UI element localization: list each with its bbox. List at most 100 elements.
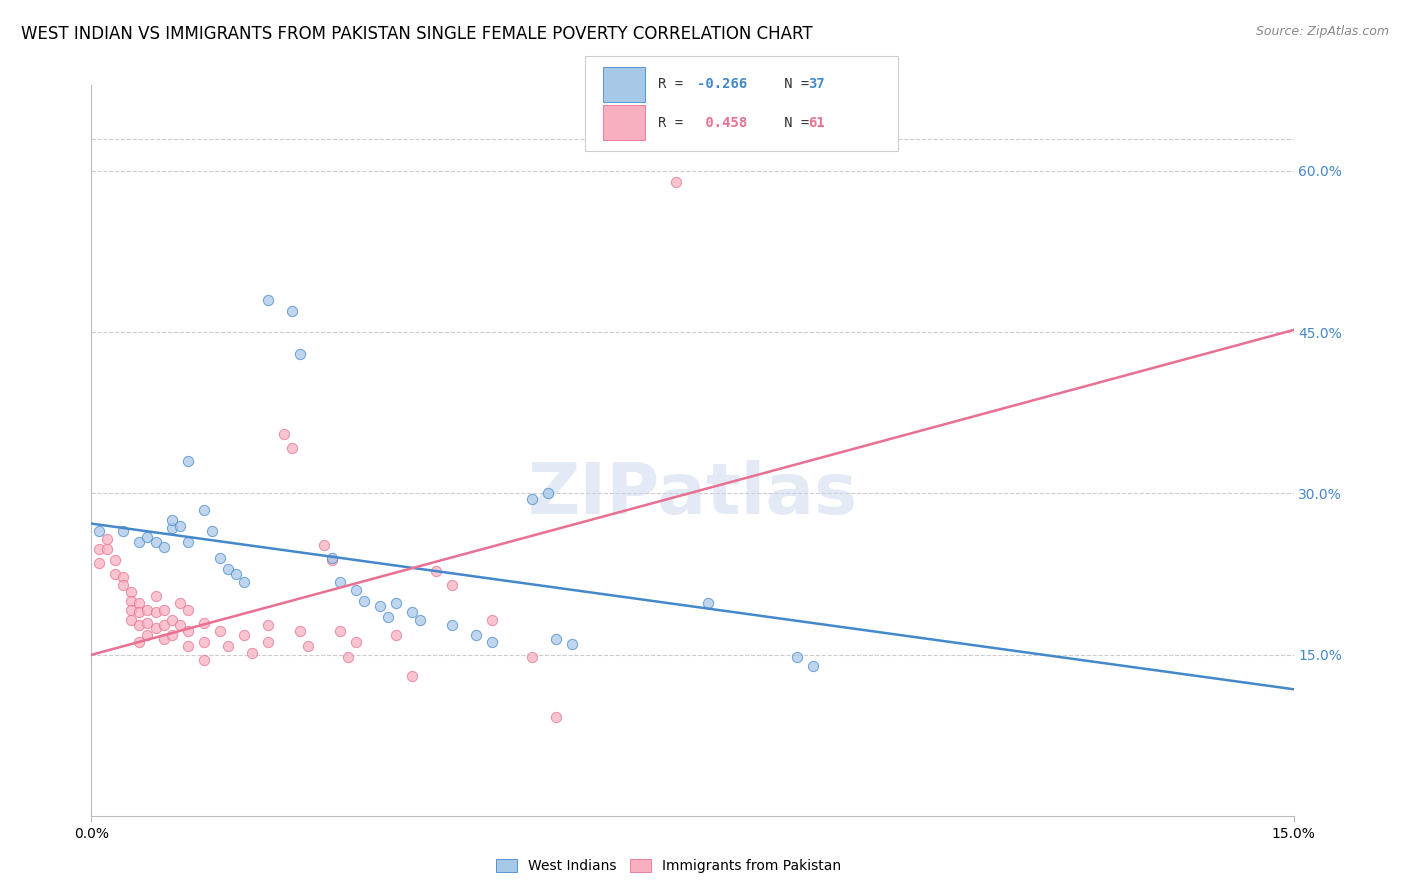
Point: [401, 605, 423, 619]
Point: [786, 650, 808, 665]
Point: [409, 614, 432, 628]
Point: [121, 614, 143, 628]
Point: [217, 639, 239, 653]
Point: [193, 653, 215, 667]
Text: Source: ZipAtlas.com: Source: ZipAtlas.com: [1256, 25, 1389, 38]
Point: [546, 710, 568, 724]
Point: [96, 542, 118, 557]
Point: [96, 532, 118, 546]
Text: WEST INDIAN VS IMMIGRANTS FROM PAKISTAN SINGLE FEMALE POVERTY CORRELATION CHART: WEST INDIAN VS IMMIGRANTS FROM PAKISTAN …: [21, 25, 813, 43]
Point: [368, 599, 391, 614]
Point: [353, 594, 375, 608]
Point: [440, 617, 463, 632]
Point: [537, 486, 560, 500]
Point: [312, 538, 335, 552]
Point: [160, 521, 183, 535]
Point: [281, 442, 304, 456]
Point: [112, 578, 135, 592]
Point: [136, 529, 159, 543]
Point: [104, 567, 127, 582]
Point: [256, 293, 278, 307]
Point: [225, 567, 247, 582]
Point: [128, 596, 150, 610]
Point: [169, 617, 191, 632]
Point: [121, 602, 143, 616]
Point: [128, 635, 150, 649]
Point: [160, 614, 183, 628]
Point: [481, 614, 503, 628]
Point: [208, 551, 231, 566]
Point: [232, 628, 254, 642]
Point: [128, 617, 150, 632]
Point: [112, 524, 135, 538]
Text: 37: 37: [808, 78, 825, 91]
Point: [232, 574, 254, 589]
Point: [273, 427, 295, 442]
Point: [546, 632, 568, 646]
Point: [208, 624, 231, 639]
Point: [440, 578, 463, 592]
Legend: West Indians, Immigrants from Pakistan: West Indians, Immigrants from Pakistan: [491, 854, 846, 879]
Point: [145, 589, 167, 603]
Point: [385, 596, 408, 610]
Point: [344, 583, 367, 598]
Point: [665, 175, 688, 189]
Point: [112, 570, 135, 584]
Text: R =: R =: [658, 116, 692, 129]
Point: [288, 346, 311, 360]
Point: [321, 553, 343, 567]
Point: [329, 574, 352, 589]
Point: [128, 535, 150, 549]
Point: [145, 535, 167, 549]
Text: N =: N =: [759, 116, 818, 129]
Text: 61: 61: [808, 116, 825, 129]
Point: [152, 632, 174, 646]
Point: [256, 635, 278, 649]
Point: [344, 635, 367, 649]
Point: [136, 602, 159, 616]
Point: [176, 639, 198, 653]
Point: [697, 596, 720, 610]
Point: [385, 628, 408, 642]
Point: [160, 628, 183, 642]
Point: [176, 624, 198, 639]
Point: [321, 551, 343, 566]
Point: [217, 562, 239, 576]
Point: [401, 669, 423, 683]
Point: [152, 602, 174, 616]
Point: [801, 658, 824, 673]
Point: [145, 605, 167, 619]
Point: [256, 617, 278, 632]
Point: [89, 524, 111, 538]
Point: [169, 596, 191, 610]
Text: N =: N =: [759, 78, 818, 91]
Point: [176, 602, 198, 616]
Point: [145, 621, 167, 635]
Point: [193, 615, 215, 630]
Text: -0.266: -0.266: [697, 78, 748, 91]
Point: [136, 615, 159, 630]
Point: [176, 454, 198, 468]
Point: [377, 610, 399, 624]
Point: [169, 518, 191, 533]
Point: [481, 635, 503, 649]
Point: [121, 594, 143, 608]
Point: [425, 564, 447, 578]
Point: [152, 617, 174, 632]
Point: [160, 513, 183, 527]
Point: [128, 605, 150, 619]
Point: [240, 646, 263, 660]
Point: [193, 502, 215, 516]
Text: R =: R =: [658, 78, 692, 91]
Point: [152, 541, 174, 555]
Point: [121, 585, 143, 599]
Point: [89, 542, 111, 557]
Point: [281, 303, 304, 318]
Point: [136, 628, 159, 642]
Text: ZIPatlas: ZIPatlas: [527, 460, 858, 529]
Point: [297, 639, 319, 653]
Point: [522, 650, 544, 665]
Text: 0.458: 0.458: [697, 116, 748, 129]
Point: [89, 557, 111, 571]
Point: [465, 628, 488, 642]
